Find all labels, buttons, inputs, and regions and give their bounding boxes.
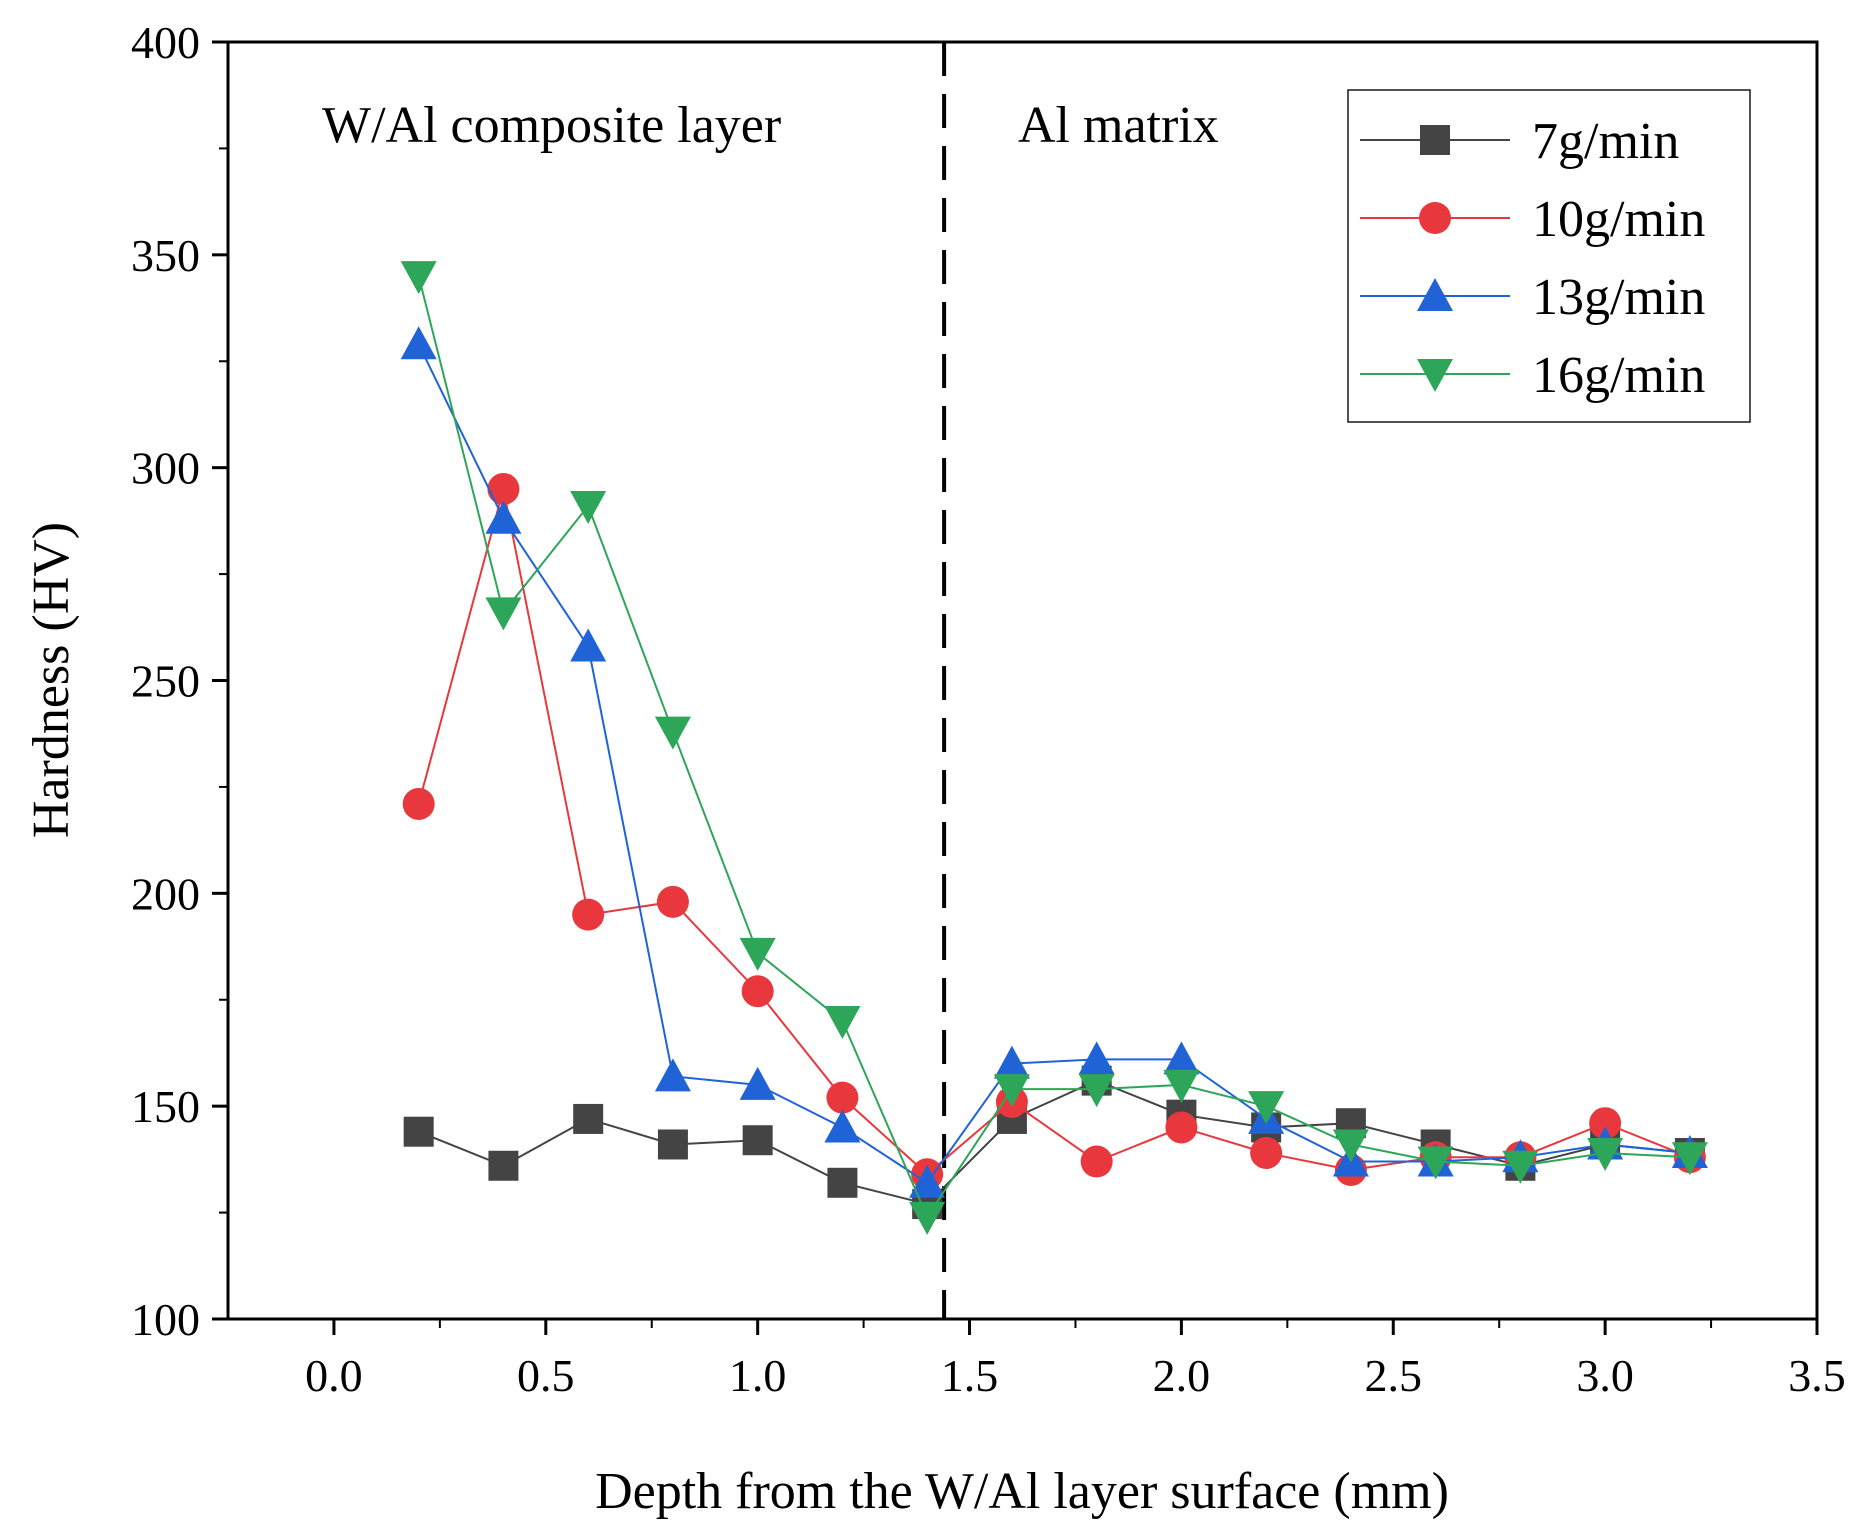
legend-marker-16g-min (1417, 359, 1453, 392)
x-tick-label: 1.0 (729, 1350, 787, 1401)
data-point-16g-min (485, 597, 522, 631)
data-point-16g-min (400, 261, 437, 295)
data-point-10g-min (572, 898, 605, 931)
series-layer (400, 261, 1708, 1235)
legend-label-7g-min: 7g/min (1532, 113, 1679, 170)
legend-box (1347, 89, 1751, 423)
legend-label-16g-min: 16g/min (1532, 347, 1705, 404)
series-line-16g-min (417, 275, 1690, 1219)
series-16g-min (400, 261, 1708, 1235)
data-point-13g-min (654, 1058, 691, 1092)
x-tick-label: 2.0 (1153, 1350, 1211, 1401)
annotation-al-matrix: Al matrix (1018, 97, 1219, 154)
data-point-13g-min (570, 628, 607, 662)
x-axis-title: Depth from the W/Al layer surface (mm) (595, 1463, 1449, 1520)
legend-marker-7g-min (1420, 125, 1450, 155)
y-tick-label: 300 (131, 443, 200, 494)
legend-item-7g-min: 7g/min (1360, 113, 1679, 170)
data-point-10g-min (402, 787, 435, 820)
y-tick-label: 350 (131, 230, 200, 281)
y-tick-labels: 100 150 200 250 300 350 400 (131, 17, 200, 1345)
data-point-10g-min (1080, 1145, 1113, 1178)
data-point-7g-min (488, 1150, 519, 1181)
data-point-7g-min (403, 1116, 434, 1147)
data-point-10g-min (741, 975, 774, 1008)
x-tick-label: 2.5 (1365, 1350, 1423, 1401)
data-point-16g-min (1163, 1069, 1200, 1103)
y-tick-label: 100 (131, 1294, 200, 1345)
legend-label-10g-min: 10g/min (1532, 191, 1705, 248)
data-point-7g-min (657, 1129, 688, 1160)
data-point-10g-min (1589, 1107, 1622, 1140)
data-point-13g-min (993, 1045, 1030, 1079)
data-point-13g-min (1078, 1041, 1115, 1075)
y-tick-label: 200 (131, 868, 200, 919)
data-point-16g-min (993, 1074, 1030, 1108)
data-point-16g-min (1078, 1074, 1115, 1108)
data-point-16g-min (1417, 1146, 1454, 1180)
data-point-16g-min (1502, 1150, 1539, 1184)
data-point-7g-min (573, 1103, 604, 1134)
legend-item-16g-min: 16g/min (1360, 347, 1705, 404)
legend-items: 7g/min 10g/min 13g/min 16g/min (1360, 113, 1705, 404)
data-point-13g-min (485, 500, 522, 534)
axis-ticks (212, 40, 1819, 1335)
y-tick-label: 150 (131, 1081, 200, 1132)
x-tick-label: 3.5 (1788, 1350, 1846, 1401)
legend: 7g/min 10g/min 13g/min 16g/min (1347, 89, 1751, 423)
data-point-10g-min (1165, 1111, 1198, 1144)
y-axis-title: Hardness (HV) (23, 522, 80, 838)
data-point-16g-min (1248, 1091, 1285, 1125)
legend-item-10g-min: 10g/min (1360, 191, 1705, 248)
annotation-composite-layer: W/Al composite layer (322, 97, 781, 154)
legend-label-13g-min: 13g/min (1532, 269, 1705, 326)
data-point-16g-min (909, 1201, 946, 1235)
y-tick-label: 400 (131, 17, 200, 68)
data-point-10g-min (487, 472, 520, 505)
data-point-13g-min (824, 1109, 861, 1143)
data-point-16g-min (1587, 1137, 1624, 1171)
data-point-10g-min (826, 1081, 859, 1114)
series-line-13g-min (417, 343, 1690, 1185)
data-point-10g-min (656, 885, 689, 918)
x-tick-label: 1.5 (941, 1350, 999, 1401)
legend-item-13g-min: 13g/min (1360, 269, 1705, 326)
data-point-7g-min (742, 1125, 773, 1156)
data-point-16g-min (1671, 1142, 1708, 1176)
data-point-16g-min (570, 490, 607, 524)
data-point-16g-min (1332, 1129, 1369, 1163)
data-point-13g-min (400, 326, 437, 360)
legend-marker-10g-min (1419, 202, 1451, 234)
series-line-10g-min (417, 488, 1691, 1176)
data-point-16g-min (654, 716, 691, 750)
data-point-13g-min (739, 1066, 776, 1100)
legend-marker-13g-min (1417, 278, 1453, 311)
data-point-16g-min (739, 937, 776, 971)
x-tick-label: 0.5 (517, 1350, 575, 1401)
data-point-16g-min (824, 1006, 861, 1040)
data-point-7g-min (827, 1167, 858, 1198)
series-line-7g-min (418, 1079, 1690, 1206)
x-tick-label: 3.0 (1576, 1350, 1634, 1401)
data-point-10g-min (1250, 1136, 1283, 1169)
y-tick-label: 250 (131, 656, 200, 707)
x-tick-label: 0.0 (305, 1350, 363, 1401)
data-point-13g-min (909, 1164, 946, 1198)
data-point-13g-min (1163, 1041, 1200, 1075)
x-tick-labels: 0.0 0.5 1.0 1.5 2.0 2.5 3.0 3.5 (305, 1350, 1846, 1401)
